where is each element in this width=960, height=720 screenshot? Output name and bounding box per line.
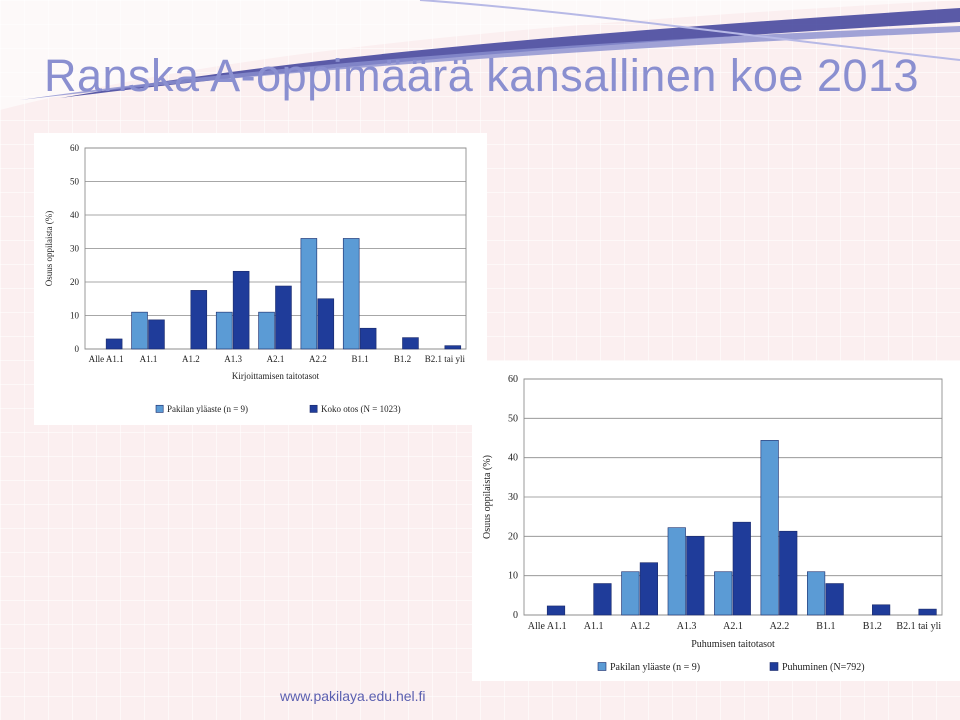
legend-label-series-1: Pakilan yläaste (n = 9)	[610, 662, 700, 673]
bar-series-2	[232, 270, 250, 350]
writing-levels-chart: 0 10 20 30 40 50 60 Alle A1.1 A1.1 A1.2 A1.3 A2.1 A2…	[34, 133, 487, 425]
legend-swatch-series-1	[597, 662, 607, 671]
legend-label-series-2: Koko otos (N = 1023)	[321, 404, 401, 414]
y-tick-label: 50	[70, 177, 80, 187]
y-tick-label: 0	[513, 610, 518, 621]
bar-series-2	[275, 285, 292, 350]
x-tick-label: A1.1	[140, 354, 158, 364]
speaking-levels-chart-svg: 0 10 20 30 40 50 60 Alle A1.1 A1.1 A1.2 A1.3 A2.1 A2…	[482, 374, 943, 673]
bar-series-1	[300, 238, 318, 350]
y-tick-label: 60	[508, 374, 518, 385]
bar-series-2	[546, 605, 566, 616]
x-tick-label: A1.3	[224, 354, 242, 364]
x-tick-label: B2.1 tai yli	[896, 621, 941, 632]
y-tick-label: 30	[70, 244, 80, 254]
legend-label-series-2: Puhuminen (N=792)	[782, 662, 865, 673]
y-tick-label: 10	[508, 571, 518, 582]
bar-series-1	[760, 440, 779, 616]
x-tick-label: Alle A1.1	[528, 621, 567, 632]
header-swoosh	[0, 0, 960, 110]
y-axis-title: Osuus oppilaista (%)	[482, 455, 493, 539]
x-axis-title: Kirjoittamisen taitotasot	[232, 371, 320, 381]
bar-series-2	[105, 338, 123, 350]
y-tick-label: 40	[508, 453, 518, 464]
x-tick-label: B1.1	[352, 354, 369, 364]
bar-series-1	[667, 527, 686, 616]
y-tick-label: 20	[70, 277, 80, 287]
x-tick-label: A2.1	[723, 621, 743, 632]
bar-series-2	[317, 298, 335, 350]
bar-series-2	[359, 327, 377, 350]
legend-swatch-series-2	[309, 404, 318, 413]
y-tick-label: 50	[508, 413, 518, 424]
y-tick-label: 60	[70, 143, 80, 153]
bar-series-2	[639, 562, 658, 616]
bar-series-2	[779, 530, 798, 616]
slide-title: Ranska A-oppimäärä kansallinen koe 2013	[44, 50, 920, 101]
x-tick-label: B1.2	[863, 621, 882, 632]
x-tick-label: A1.2	[630, 621, 650, 632]
bar-series-2	[402, 337, 419, 350]
legend-swatch-series-2	[769, 662, 779, 671]
x-tick-label: A1.1	[584, 621, 604, 632]
bar-series-2	[444, 345, 462, 350]
x-tick-label: B2.1 tai yli	[425, 354, 466, 364]
speaking-levels-chart: 0 10 20 30 40 50 60 Alle A1.1 A1.1 A1.2 A1.3 A2.1 A2…	[472, 361, 960, 681]
legend-swatch-series-1	[155, 404, 164, 413]
bar-series-1	[342, 238, 360, 350]
x-tick-label: B1.1	[816, 621, 835, 632]
x-tick-label: A2.1	[267, 354, 285, 364]
x-axis-title: Puhumisen taitotasot	[691, 639, 775, 650]
bar-series-1	[621, 571, 640, 616]
bar-series-1	[714, 571, 733, 616]
x-tick-label: A1.3	[677, 621, 697, 632]
bar-series-1	[131, 311, 148, 350]
bar-series-2	[872, 604, 891, 616]
x-tick-label: B1.2	[394, 354, 411, 364]
y-tick-label: 20	[508, 531, 518, 542]
x-tick-label: Alle A1.1	[89, 354, 124, 364]
y-tick-label: 10	[70, 311, 80, 321]
bar-series-2	[190, 290, 208, 350]
legend-label-series-1: Pakilan yläaste (n = 9)	[167, 404, 248, 414]
footer-url: www.pakilaya.edu.hel.fi	[280, 688, 426, 704]
y-tick-label: 0	[75, 344, 80, 354]
bar-series-2	[825, 583, 844, 616]
bar-series-2	[148, 319, 165, 350]
bar-series-2	[732, 521, 751, 616]
writing-levels-chart-svg: 0 10 20 30 40 50 60 Alle A1.1 A1.1 A1.2 A1.3 A2.1 A2…	[44, 143, 467, 414]
bar-series-1	[807, 571, 826, 616]
y-tick-label: 30	[508, 492, 518, 503]
bar-series-1	[258, 311, 275, 350]
x-tick-label: A2.2	[770, 621, 790, 632]
x-tick-label: A1.2	[182, 354, 200, 364]
y-tick-label: 40	[70, 210, 80, 220]
bar-series-2	[686, 536, 705, 616]
bar-series-1	[215, 311, 233, 350]
y-axis-title: Osuus oppilaista (%)	[44, 211, 54, 287]
x-tick-label: A2.2	[309, 354, 327, 364]
bar-series-2	[918, 608, 937, 616]
bar-series-2	[593, 583, 612, 616]
